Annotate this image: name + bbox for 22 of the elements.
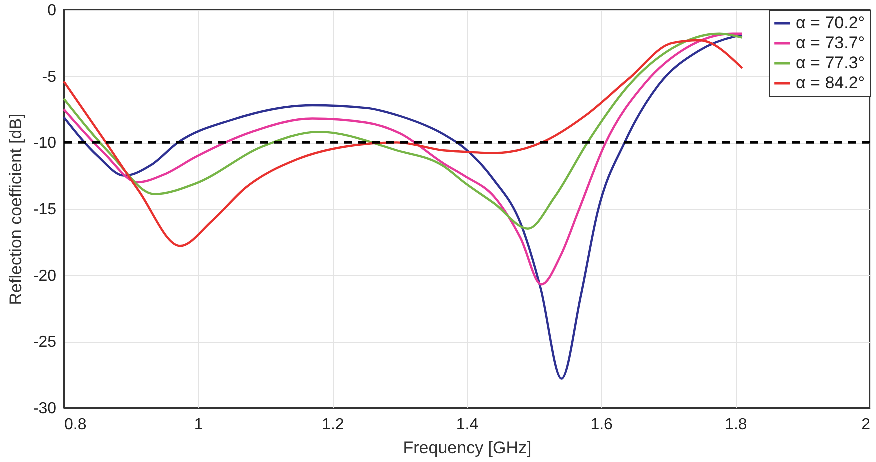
legend-label: α = 73.7° bbox=[796, 34, 866, 52]
y-tick-label: -5 bbox=[42, 68, 57, 86]
x-tick-label: 1.2 bbox=[322, 416, 344, 434]
x-tick-label: 1.6 bbox=[590, 416, 614, 434]
x-tick-label: 1.8 bbox=[725, 416, 748, 434]
y-tick-label: -10 bbox=[33, 135, 57, 152]
y-tick-label: -30 bbox=[33, 400, 57, 418]
y-tick-label: 0 bbox=[48, 2, 57, 20]
x-tick-label: 2 bbox=[862, 416, 871, 434]
legend-label: α = 70.2° bbox=[796, 14, 866, 32]
line-series bbox=[62, 34, 744, 380]
y-tick-label: -15 bbox=[33, 202, 57, 218]
line-series bbox=[62, 32, 744, 286]
y-axis-title: Reflection coefficient [dB] bbox=[6, 114, 26, 306]
y-tick-label: -20 bbox=[33, 268, 57, 285]
x-axis-title: Frequency [GHz] bbox=[403, 438, 532, 458]
legend-label: α = 77.3° bbox=[796, 54, 866, 72]
y-tick-label: -25 bbox=[33, 334, 57, 352]
x-tick-label: 1.4 bbox=[456, 416, 479, 434]
x-tick-label: 1 bbox=[194, 416, 204, 434]
legend-label: α = 84.2° bbox=[796, 74, 866, 92]
x-tick-label: 0.8 bbox=[64, 416, 87, 434]
